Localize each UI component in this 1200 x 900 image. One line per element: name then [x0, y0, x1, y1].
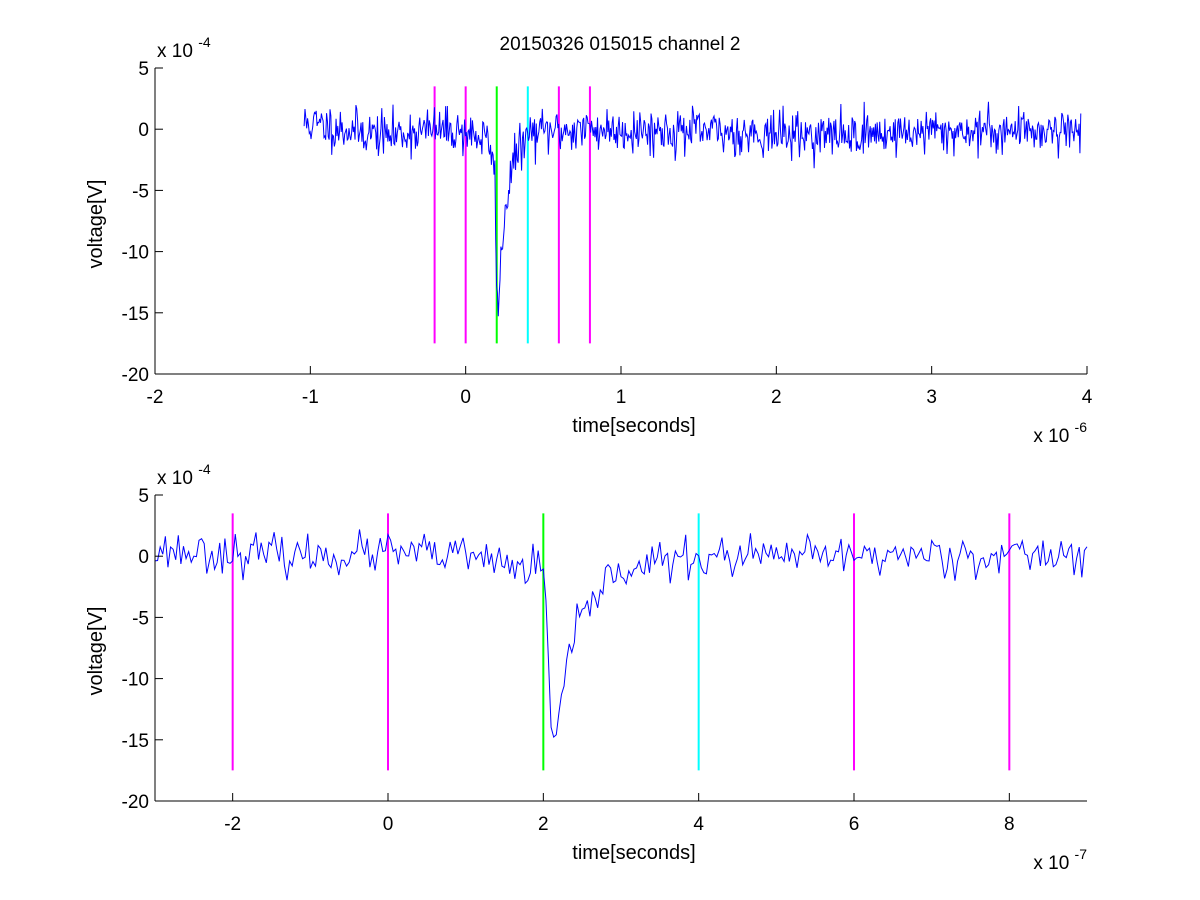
top-x-exponent-label: x 10 -6: [1033, 419, 1087, 447]
bottom-y-tick-label: 5: [138, 486, 149, 507]
top-axes: -2 -1 0 1 2 3 450-5-10-15-20time[seconds]volta…: [85, 34, 1093, 447]
bottom-x-exponent-label: x 10 -7: [1033, 846, 1087, 874]
bottom-x-tick-label: 8: [1004, 814, 1015, 835]
top-x-tick-label: 1: [616, 387, 627, 408]
figure-title: 20150326 015015 channel 2: [500, 34, 741, 55]
top-y-exponent-label: x 10 -4: [157, 34, 211, 62]
top-signal-line-0: [303, 101, 1082, 317]
top-y-tick-label: -20: [122, 365, 149, 386]
bottom-y-tick-label: -10: [122, 670, 149, 691]
bottom-x-tick-label: 2: [538, 814, 549, 835]
top-y-tick-label: 5: [138, 59, 149, 80]
top-x-tick-label: 0: [460, 387, 471, 408]
top-x-tick-label: 2: [771, 387, 782, 408]
bottom-x-tick-label: 6: [849, 814, 860, 835]
bottom-x-axis-label: time[seconds]: [572, 842, 695, 864]
bottom-y-tick-label: 0: [138, 547, 149, 568]
bottom-y-tick-label: -5: [132, 608, 149, 629]
top-x-tick-label: 3: [926, 387, 937, 408]
top-x-tick-label: 4: [1082, 387, 1093, 408]
bottom-x-tick-label: -2: [224, 814, 241, 835]
bottom-y-axis-label: voltage[V]: [85, 607, 107, 696]
bottom-axes: -2 0 2 4 6 850-5-10-15-20time[seconds]voltage…: [85, 461, 1088, 874]
top-y-axis-label: voltage[V]: [85, 180, 107, 269]
top-y-tick-label: 0: [138, 120, 149, 141]
top-y-tick-label: -10: [122, 243, 149, 264]
bottom-x-tick-label: 0: [383, 814, 394, 835]
bottom-y-tick-label: -20: [122, 792, 149, 813]
top-x-tick-label: -2: [147, 387, 164, 408]
bottom-y-exponent-label: x 10 -4: [157, 461, 211, 489]
bottom-signal-line-0: [154, 529, 1088, 739]
bottom-y-tick-label: -15: [122, 731, 149, 752]
bottom-x-tick-label: 4: [693, 814, 704, 835]
top-y-tick-label: -5: [132, 181, 149, 202]
top-y-tick-label: -15: [122, 304, 149, 325]
top-x-axis-label: time[seconds]: [572, 415, 695, 437]
top-x-tick-label: -1: [302, 387, 319, 408]
